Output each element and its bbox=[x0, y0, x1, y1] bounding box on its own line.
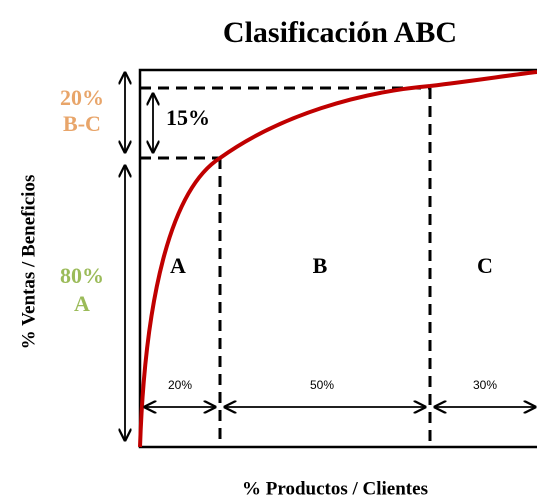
class-share: 20% bbox=[168, 378, 192, 392]
x-axis-label: % Productos / Clientes bbox=[242, 478, 428, 499]
class-label: A bbox=[170, 253, 186, 278]
y-axis-label: % Ventas / Beneficios bbox=[18, 175, 39, 350]
band-label: A bbox=[74, 291, 90, 316]
plot-frame bbox=[138, 68, 537, 449]
band-percent: 20% bbox=[60, 85, 104, 110]
class-share: 30% bbox=[473, 378, 497, 392]
class-share: 50% bbox=[310, 378, 334, 392]
pareto-curve bbox=[138, 70, 537, 448]
gap-label: 15% bbox=[166, 105, 210, 130]
class-label: C bbox=[477, 253, 493, 278]
dashed-guides bbox=[140, 86, 432, 447]
title: Clasificación ABC bbox=[223, 16, 457, 49]
band-percent: 80% bbox=[60, 263, 104, 288]
band-label: B-C bbox=[63, 111, 101, 136]
class-label: B bbox=[313, 253, 328, 278]
